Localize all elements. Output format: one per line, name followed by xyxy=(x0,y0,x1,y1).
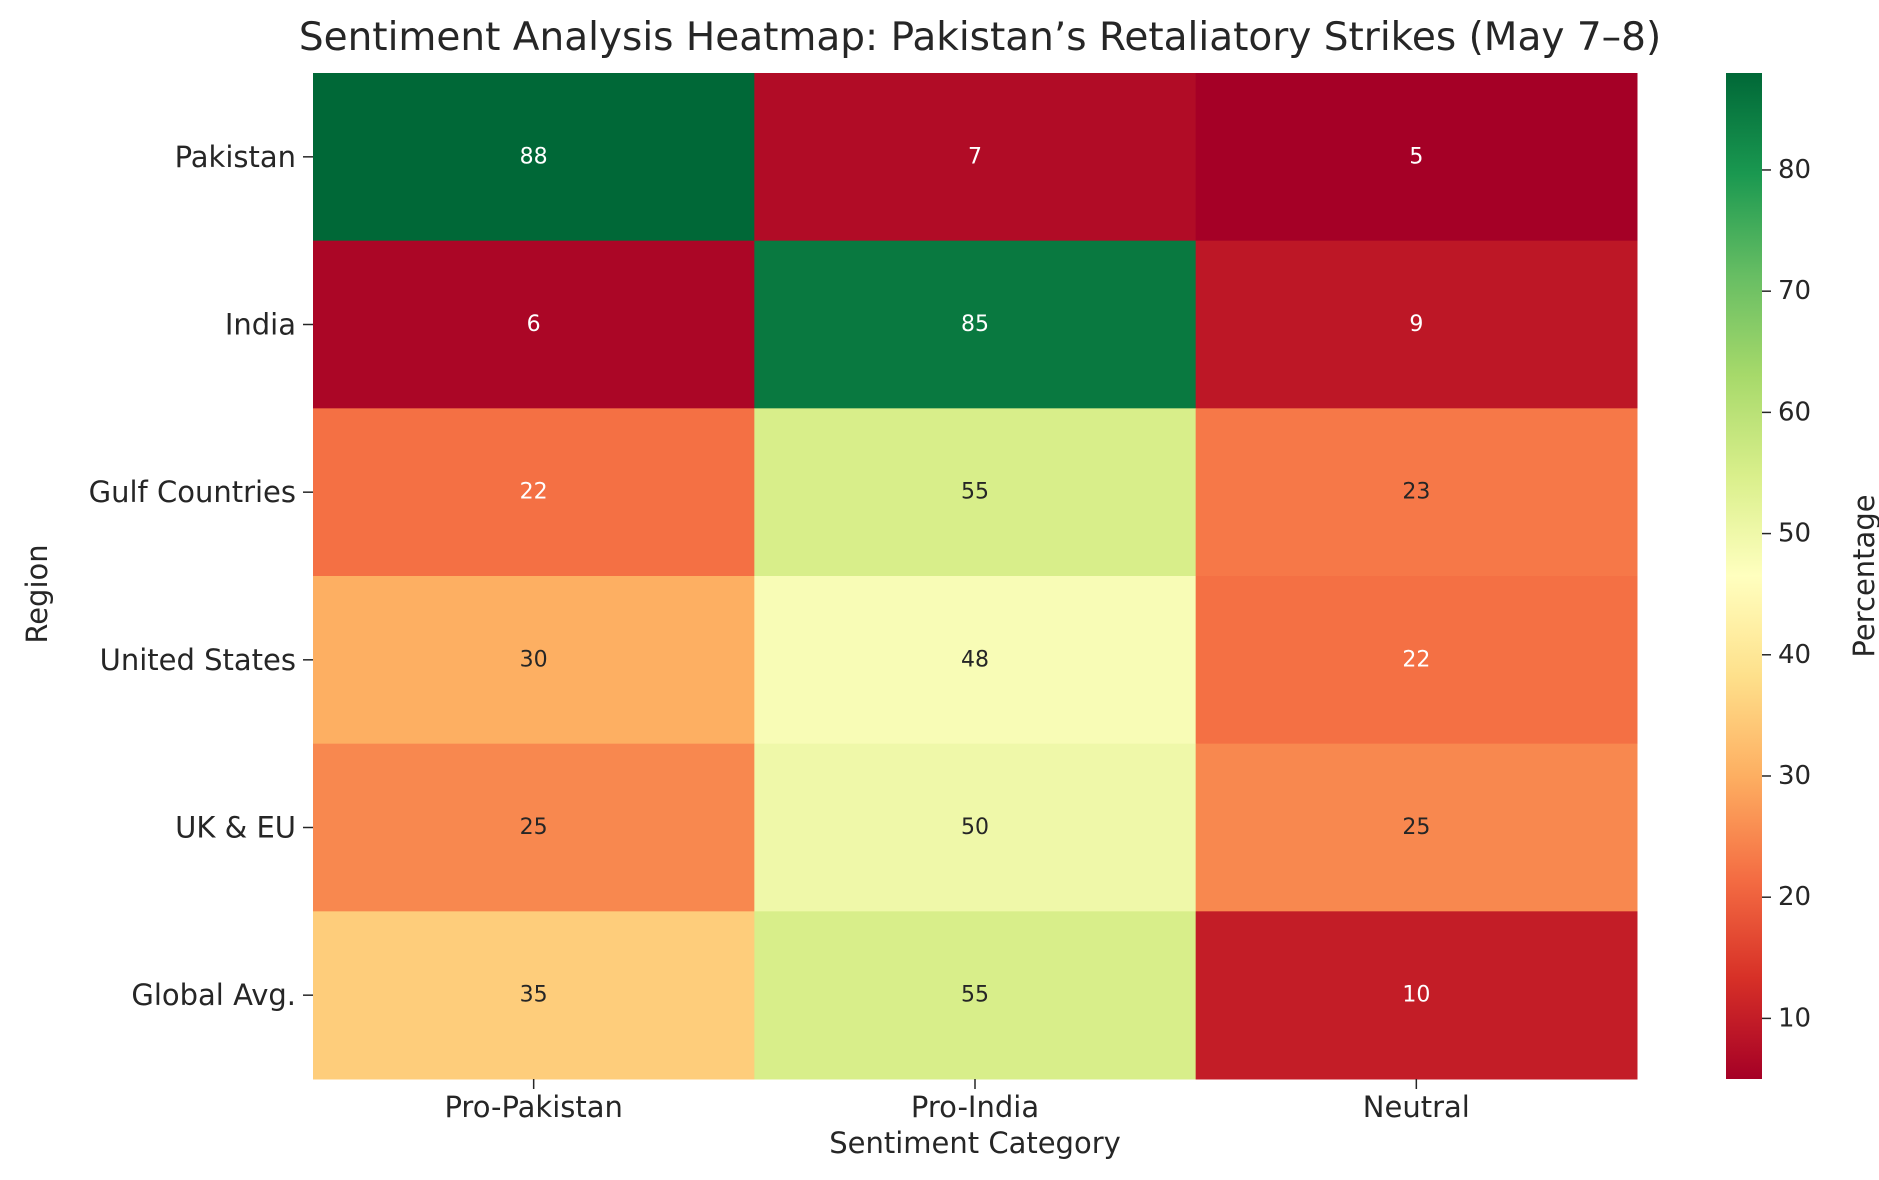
cell-value-label: 5 xyxy=(1409,144,1423,169)
x-tick-label: Pro-India xyxy=(911,1090,1039,1124)
colorbar-tick-label: 40 xyxy=(1778,640,1811,670)
heatmap-cell xyxy=(754,240,1197,409)
cell-value-label: 85 xyxy=(961,312,989,337)
cell-value-label: 10 xyxy=(1402,983,1430,1008)
y-tick-label: Pakistan xyxy=(175,140,296,174)
cell-value-label: 48 xyxy=(961,647,989,672)
colorbar-tick-label: 70 xyxy=(1778,276,1811,306)
y-tick-label: United States xyxy=(100,643,296,677)
y-tick-label: India xyxy=(225,308,296,342)
colorbar-tick-label: 20 xyxy=(1778,882,1811,912)
cell-value-label: 9 xyxy=(1409,312,1423,337)
heatmap-cell xyxy=(754,408,1197,577)
y-axis-label: Region xyxy=(20,544,54,643)
colorbar-tick-label: 10 xyxy=(1778,1003,1811,1033)
y-tick-label: Gulf Countries xyxy=(89,475,296,509)
x-tick-label: Neutral xyxy=(1363,1090,1470,1124)
heatmap-cell xyxy=(1195,240,1638,409)
colorbar-tick-label: 30 xyxy=(1778,761,1811,791)
heatmap-cells: 88 7 5 6 85 9 22 55 23 30 48 22 25 50 25 35 55 10 xyxy=(313,73,1638,1080)
heatmap-cell xyxy=(313,743,755,912)
x-axis: Pro-Pakistan Pro-India Neutral xyxy=(444,1079,1470,1124)
cell-value-label: 23 xyxy=(1402,480,1430,505)
cell-value-label: 55 xyxy=(961,480,989,505)
cell-value-label: 50 xyxy=(961,815,989,840)
cell-value-label: 22 xyxy=(520,480,548,505)
x-tick-label: Pro-Pakistan xyxy=(444,1090,622,1124)
heatmap-cell xyxy=(1195,73,1638,242)
y-axis: Pakistan India Gulf Countries United States… xyxy=(89,140,313,1012)
heatmap-cell xyxy=(1195,743,1638,912)
heatmap-cell xyxy=(313,576,755,745)
cell-value-label: 88 xyxy=(520,144,548,169)
x-axis-label: Sentiment Category xyxy=(829,1126,1121,1160)
chart-title: Sentiment Analysis Heatmap: Pakistan’s R… xyxy=(299,15,1661,60)
heatmap-cell xyxy=(1195,408,1638,577)
heatmap-cell xyxy=(1195,911,1638,1080)
colorbar-gradient xyxy=(1726,73,1762,1079)
heatmap-cell xyxy=(754,743,1197,912)
heatmap-cell xyxy=(313,73,755,242)
colorbar-label: Percentage xyxy=(1847,494,1879,657)
cell-value-label: 25 xyxy=(1402,815,1430,840)
colorbar-tick-label: 60 xyxy=(1778,397,1811,427)
heatmap-cell xyxy=(754,73,1197,242)
y-tick-label: Global Avg. xyxy=(131,978,296,1012)
heatmap-cell xyxy=(1195,576,1638,745)
cell-value-label: 25 xyxy=(520,815,548,840)
colorbar-ticks: 10 20 30 40 50 60 70 80 xyxy=(1762,155,1811,1033)
colorbar-tick-label: 50 xyxy=(1778,519,1811,549)
cell-value-label: 7 xyxy=(968,144,982,169)
cell-value-label: 30 xyxy=(520,647,548,672)
cell-value-label: 35 xyxy=(520,983,548,1008)
heatmap-cell xyxy=(754,911,1197,1080)
y-tick-label: UK & EU xyxy=(175,811,296,845)
colorbar: 10 20 30 40 50 60 70 80 xyxy=(1726,73,1811,1079)
cell-value-label: 55 xyxy=(961,983,989,1008)
heatmap-cell xyxy=(313,408,755,577)
heatmap-cell xyxy=(313,911,755,1080)
colorbar-tick-label: 80 xyxy=(1778,155,1811,185)
cell-value-label: 22 xyxy=(1402,647,1430,672)
heatmap-cell xyxy=(754,576,1197,745)
heatmap-cell xyxy=(313,240,755,409)
cell-value-label: 6 xyxy=(527,312,541,337)
